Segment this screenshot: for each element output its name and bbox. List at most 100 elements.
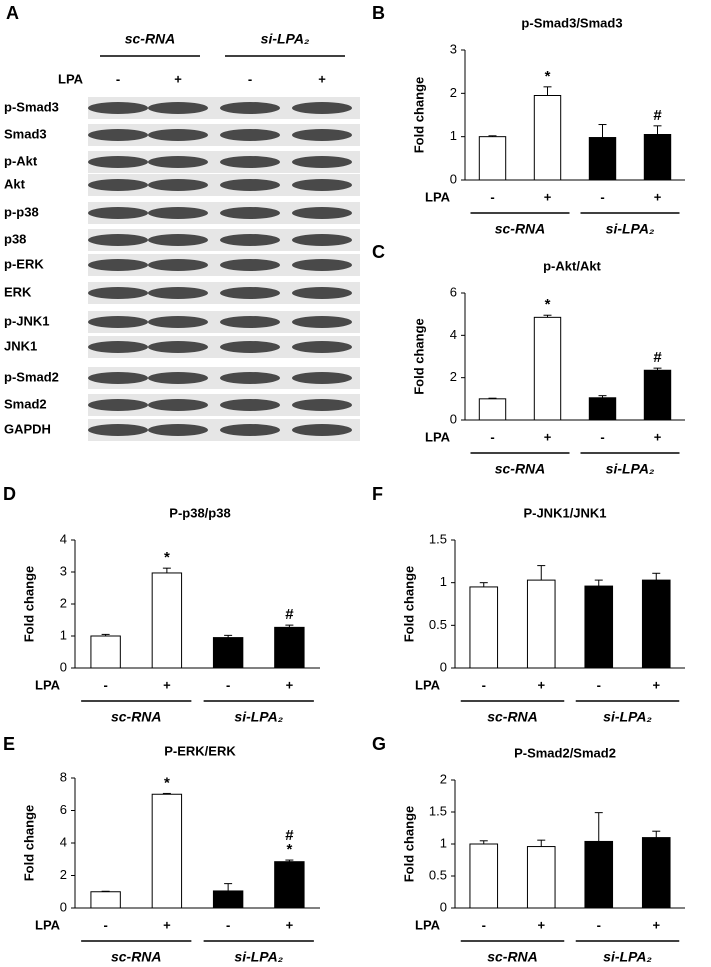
x-tick-label: +	[544, 189, 552, 204]
blot-band	[88, 179, 148, 191]
y-tick-label: 1	[440, 835, 447, 850]
bar	[212, 637, 244, 669]
x-tick-label: +	[544, 429, 552, 444]
x-tick-label: -	[490, 189, 494, 204]
x-tick-label: +	[163, 917, 171, 932]
blot-band	[148, 316, 208, 328]
x-tick-label: -	[482, 917, 486, 932]
y-tick-label: 2	[450, 85, 457, 100]
blot-band	[292, 399, 352, 411]
blot-band	[148, 287, 208, 299]
treatment-label: LPA	[58, 71, 84, 86]
blot-band	[292, 102, 352, 114]
bar	[588, 397, 617, 421]
group-label: sc-RNA	[487, 709, 538, 725]
panel-letter: B	[372, 3, 385, 23]
y-axis-label: Fold change	[401, 806, 416, 883]
bar	[641, 837, 671, 909]
group-label: si-LPA₂	[603, 709, 652, 725]
y-tick-label: 2	[440, 771, 447, 786]
significance-marker: #	[653, 107, 662, 124]
y-tick-label: 1	[440, 574, 447, 589]
blot-band	[88, 424, 148, 436]
bar	[526, 579, 556, 669]
blot-row-label: p-JNK1	[4, 313, 50, 328]
chart-title: p-Akt/Akt	[543, 258, 601, 273]
bar	[212, 890, 244, 909]
blot-band	[148, 179, 208, 191]
x-tick-label: +	[654, 429, 662, 444]
group-label: si-LPA₂	[606, 221, 655, 237]
blot-row-label: Akt	[4, 176, 26, 191]
row-label: LPA	[415, 677, 441, 692]
group-label: sc-RNA	[125, 31, 176, 47]
x-tick-label: -	[490, 429, 494, 444]
lane-label: -	[248, 71, 252, 86]
y-tick-label: 0	[450, 171, 457, 186]
blot-row-label: Smad2	[4, 396, 47, 411]
y-axis-label: Fold change	[411, 77, 426, 154]
blot-band	[148, 207, 208, 219]
y-tick-label: 0	[60, 899, 67, 914]
blot-band	[292, 287, 352, 299]
significance-marker: *	[545, 296, 551, 313]
blot-row-label: JNK1	[4, 338, 37, 353]
blot-band	[292, 179, 352, 191]
blot-band	[292, 316, 352, 328]
bar	[526, 846, 556, 909]
bar	[641, 579, 671, 669]
blot-band	[292, 234, 352, 246]
significance-marker: #	[285, 606, 294, 623]
panel-letter: F	[372, 484, 383, 504]
x-tick-label: +	[652, 917, 660, 932]
chart-title: p-Smad3/Smad3	[521, 15, 622, 30]
panel-letter: C	[372, 242, 385, 262]
x-tick-label: +	[286, 677, 294, 692]
y-tick-label: 6	[450, 284, 457, 299]
blot-band	[148, 129, 208, 141]
bar	[469, 586, 499, 669]
y-tick-label: 1	[450, 128, 457, 143]
row-label: LPA	[35, 677, 61, 692]
bar	[90, 635, 121, 669]
blot-band	[220, 316, 280, 328]
panel-letter: D	[3, 484, 16, 504]
x-tick-label: +	[286, 917, 294, 932]
blot-band	[148, 424, 208, 436]
blot-band	[220, 341, 280, 353]
bar	[643, 134, 672, 181]
bar	[533, 95, 562, 181]
blot-band	[292, 341, 352, 353]
lane-label: +	[318, 71, 326, 86]
group-label: sc-RNA	[111, 949, 162, 965]
x-tick-label: +	[537, 677, 545, 692]
blot-band	[292, 156, 352, 168]
bar	[478, 136, 507, 181]
y-axis-label: Fold change	[411, 318, 426, 395]
y-tick-label: 2	[60, 867, 67, 882]
y-tick-label: 4	[450, 327, 457, 342]
x-tick-label: -	[482, 677, 486, 692]
significance-marker: *	[545, 68, 551, 85]
blot-band	[292, 424, 352, 436]
y-tick-label: 0	[60, 659, 67, 674]
blot-band	[292, 259, 352, 271]
y-tick-label: 0	[440, 899, 447, 914]
blot-band	[88, 399, 148, 411]
blot-row-label: Smad3	[4, 126, 47, 141]
blot-band	[88, 102, 148, 114]
chart-title: P-Smad2/Smad2	[514, 745, 616, 760]
x-tick-label: -	[226, 917, 230, 932]
bar	[90, 891, 121, 909]
x-tick-label: +	[654, 189, 662, 204]
blot-band	[220, 156, 280, 168]
blot-band	[148, 399, 208, 411]
lane-label: -	[116, 71, 120, 86]
bar	[469, 843, 499, 909]
y-tick-label: 3	[60, 563, 67, 578]
chart-title: P-ERK/ERK	[164, 743, 236, 758]
significance-marker: *	[286, 841, 292, 858]
lane-label: +	[174, 71, 182, 86]
significance-marker: #	[285, 827, 294, 844]
y-tick-label: 3	[450, 41, 457, 56]
